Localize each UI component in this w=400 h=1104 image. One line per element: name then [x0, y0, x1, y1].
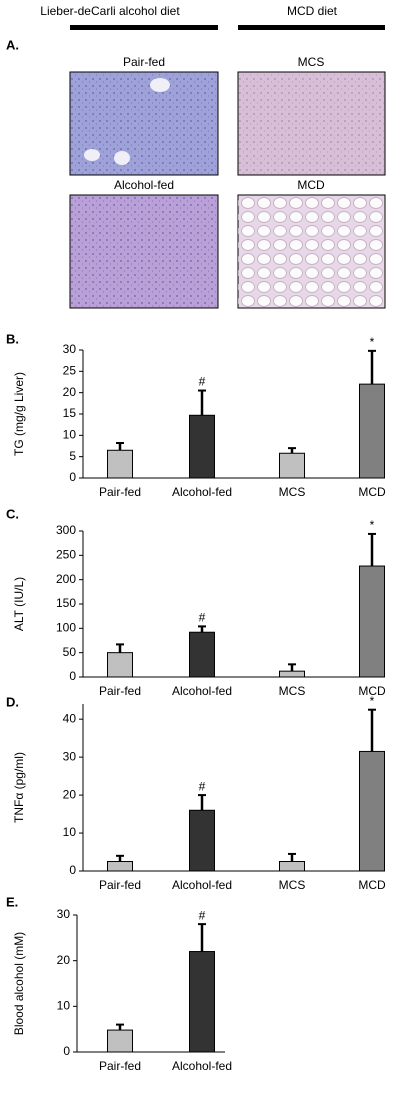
- bar: [107, 1029, 133, 1053]
- header-right: MCD diet: [287, 4, 338, 18]
- y-tick-label: 5: [69, 449, 76, 463]
- y-tick-label: 20: [63, 385, 77, 399]
- y-tick-label: 30: [63, 749, 77, 763]
- y-tick-label: 25: [63, 364, 77, 378]
- x-tick-label: MCS: [279, 878, 306, 892]
- bar: [279, 670, 305, 678]
- bar: [279, 861, 305, 872]
- bar: [359, 565, 385, 678]
- bar: [189, 631, 215, 678]
- y-axis-title: TG (mg/g Liver): [12, 372, 26, 456]
- y-tick-label: 0: [69, 669, 76, 683]
- panel-label: A.: [6, 37, 19, 52]
- y-tick-label: 200: [56, 572, 76, 586]
- significance-mark: #: [199, 908, 206, 922]
- image-label: MCS: [298, 55, 325, 69]
- y-tick-label: 250: [56, 548, 76, 562]
- x-tick-label: Alcohol-fed: [172, 1059, 232, 1073]
- significance-mark: *: [370, 518, 375, 532]
- x-tick-label: Pair-fed: [99, 1059, 141, 1073]
- header-left: Lieber-deCarli alcohol diet: [40, 4, 180, 18]
- y-tick-label: 20: [57, 953, 71, 967]
- y-tick-label: 150: [56, 596, 76, 610]
- bar: [189, 414, 215, 479]
- y-tick-label: 0: [69, 470, 76, 484]
- significance-mark: #: [199, 611, 206, 625]
- y-tick-label: 15: [63, 406, 77, 420]
- y-tick-label: 100: [56, 621, 76, 635]
- histology-image: [237, 71, 386, 176]
- x-tick-label: MCS: [279, 684, 306, 698]
- panel-label: C.: [6, 506, 19, 521]
- y-tick-label: 10: [57, 999, 71, 1013]
- x-tick-label: MCD: [358, 485, 386, 499]
- bar: [189, 951, 215, 1053]
- header-bar: [70, 25, 218, 30]
- bar: [189, 809, 215, 872]
- header-bar: [238, 25, 385, 30]
- panel-label: B.: [6, 331, 19, 346]
- histology-image: [69, 71, 219, 176]
- bar: [107, 861, 133, 872]
- y-tick-label: 0: [69, 863, 76, 877]
- bar: [107, 652, 133, 678]
- y-axis-title: Blood alcohol (mM): [12, 932, 26, 1035]
- y-tick-label: 30: [57, 907, 71, 921]
- bar: [359, 383, 385, 479]
- y-tick-label: 20: [63, 787, 77, 801]
- bar: [279, 452, 305, 479]
- y-tick-label: 30: [63, 342, 77, 356]
- y-axis-title: ALT (IU/L): [12, 577, 26, 631]
- significance-mark: #: [199, 375, 206, 389]
- histology-image: [237, 194, 386, 309]
- x-tick-label: MCD: [358, 684, 386, 698]
- y-axis-title: TNFα (pg/ml): [12, 752, 26, 823]
- x-tick-label: Alcohol-fed: [172, 485, 232, 499]
- y-tick-label: 10: [63, 428, 77, 442]
- x-tick-label: Pair-fed: [99, 878, 141, 892]
- x-tick-label: Alcohol-fed: [172, 684, 232, 698]
- y-tick-label: 40: [63, 711, 77, 725]
- bar: [107, 449, 133, 479]
- bar: [359, 750, 385, 872]
- x-tick-label: MCS: [279, 485, 306, 499]
- significance-mark: *: [370, 694, 375, 708]
- x-tick-label: Alcohol-fed: [172, 878, 232, 892]
- y-tick-label: 10: [63, 825, 77, 839]
- image-label: Pair-fed: [123, 55, 165, 69]
- histology-image: [69, 194, 219, 309]
- y-tick-label: 50: [63, 645, 77, 659]
- panel-label: D.: [6, 694, 19, 709]
- x-tick-label: Pair-fed: [99, 485, 141, 499]
- x-tick-label: Pair-fed: [99, 684, 141, 698]
- panel-label: E.: [6, 894, 18, 909]
- significance-mark: #: [199, 779, 206, 793]
- y-tick-label: 300: [56, 523, 76, 537]
- image-label: MCD: [297, 178, 325, 192]
- y-tick-label: 0: [63, 1044, 70, 1058]
- x-tick-label: MCD: [358, 878, 386, 892]
- significance-mark: *: [370, 335, 375, 349]
- image-label: Alcohol-fed: [114, 178, 174, 192]
